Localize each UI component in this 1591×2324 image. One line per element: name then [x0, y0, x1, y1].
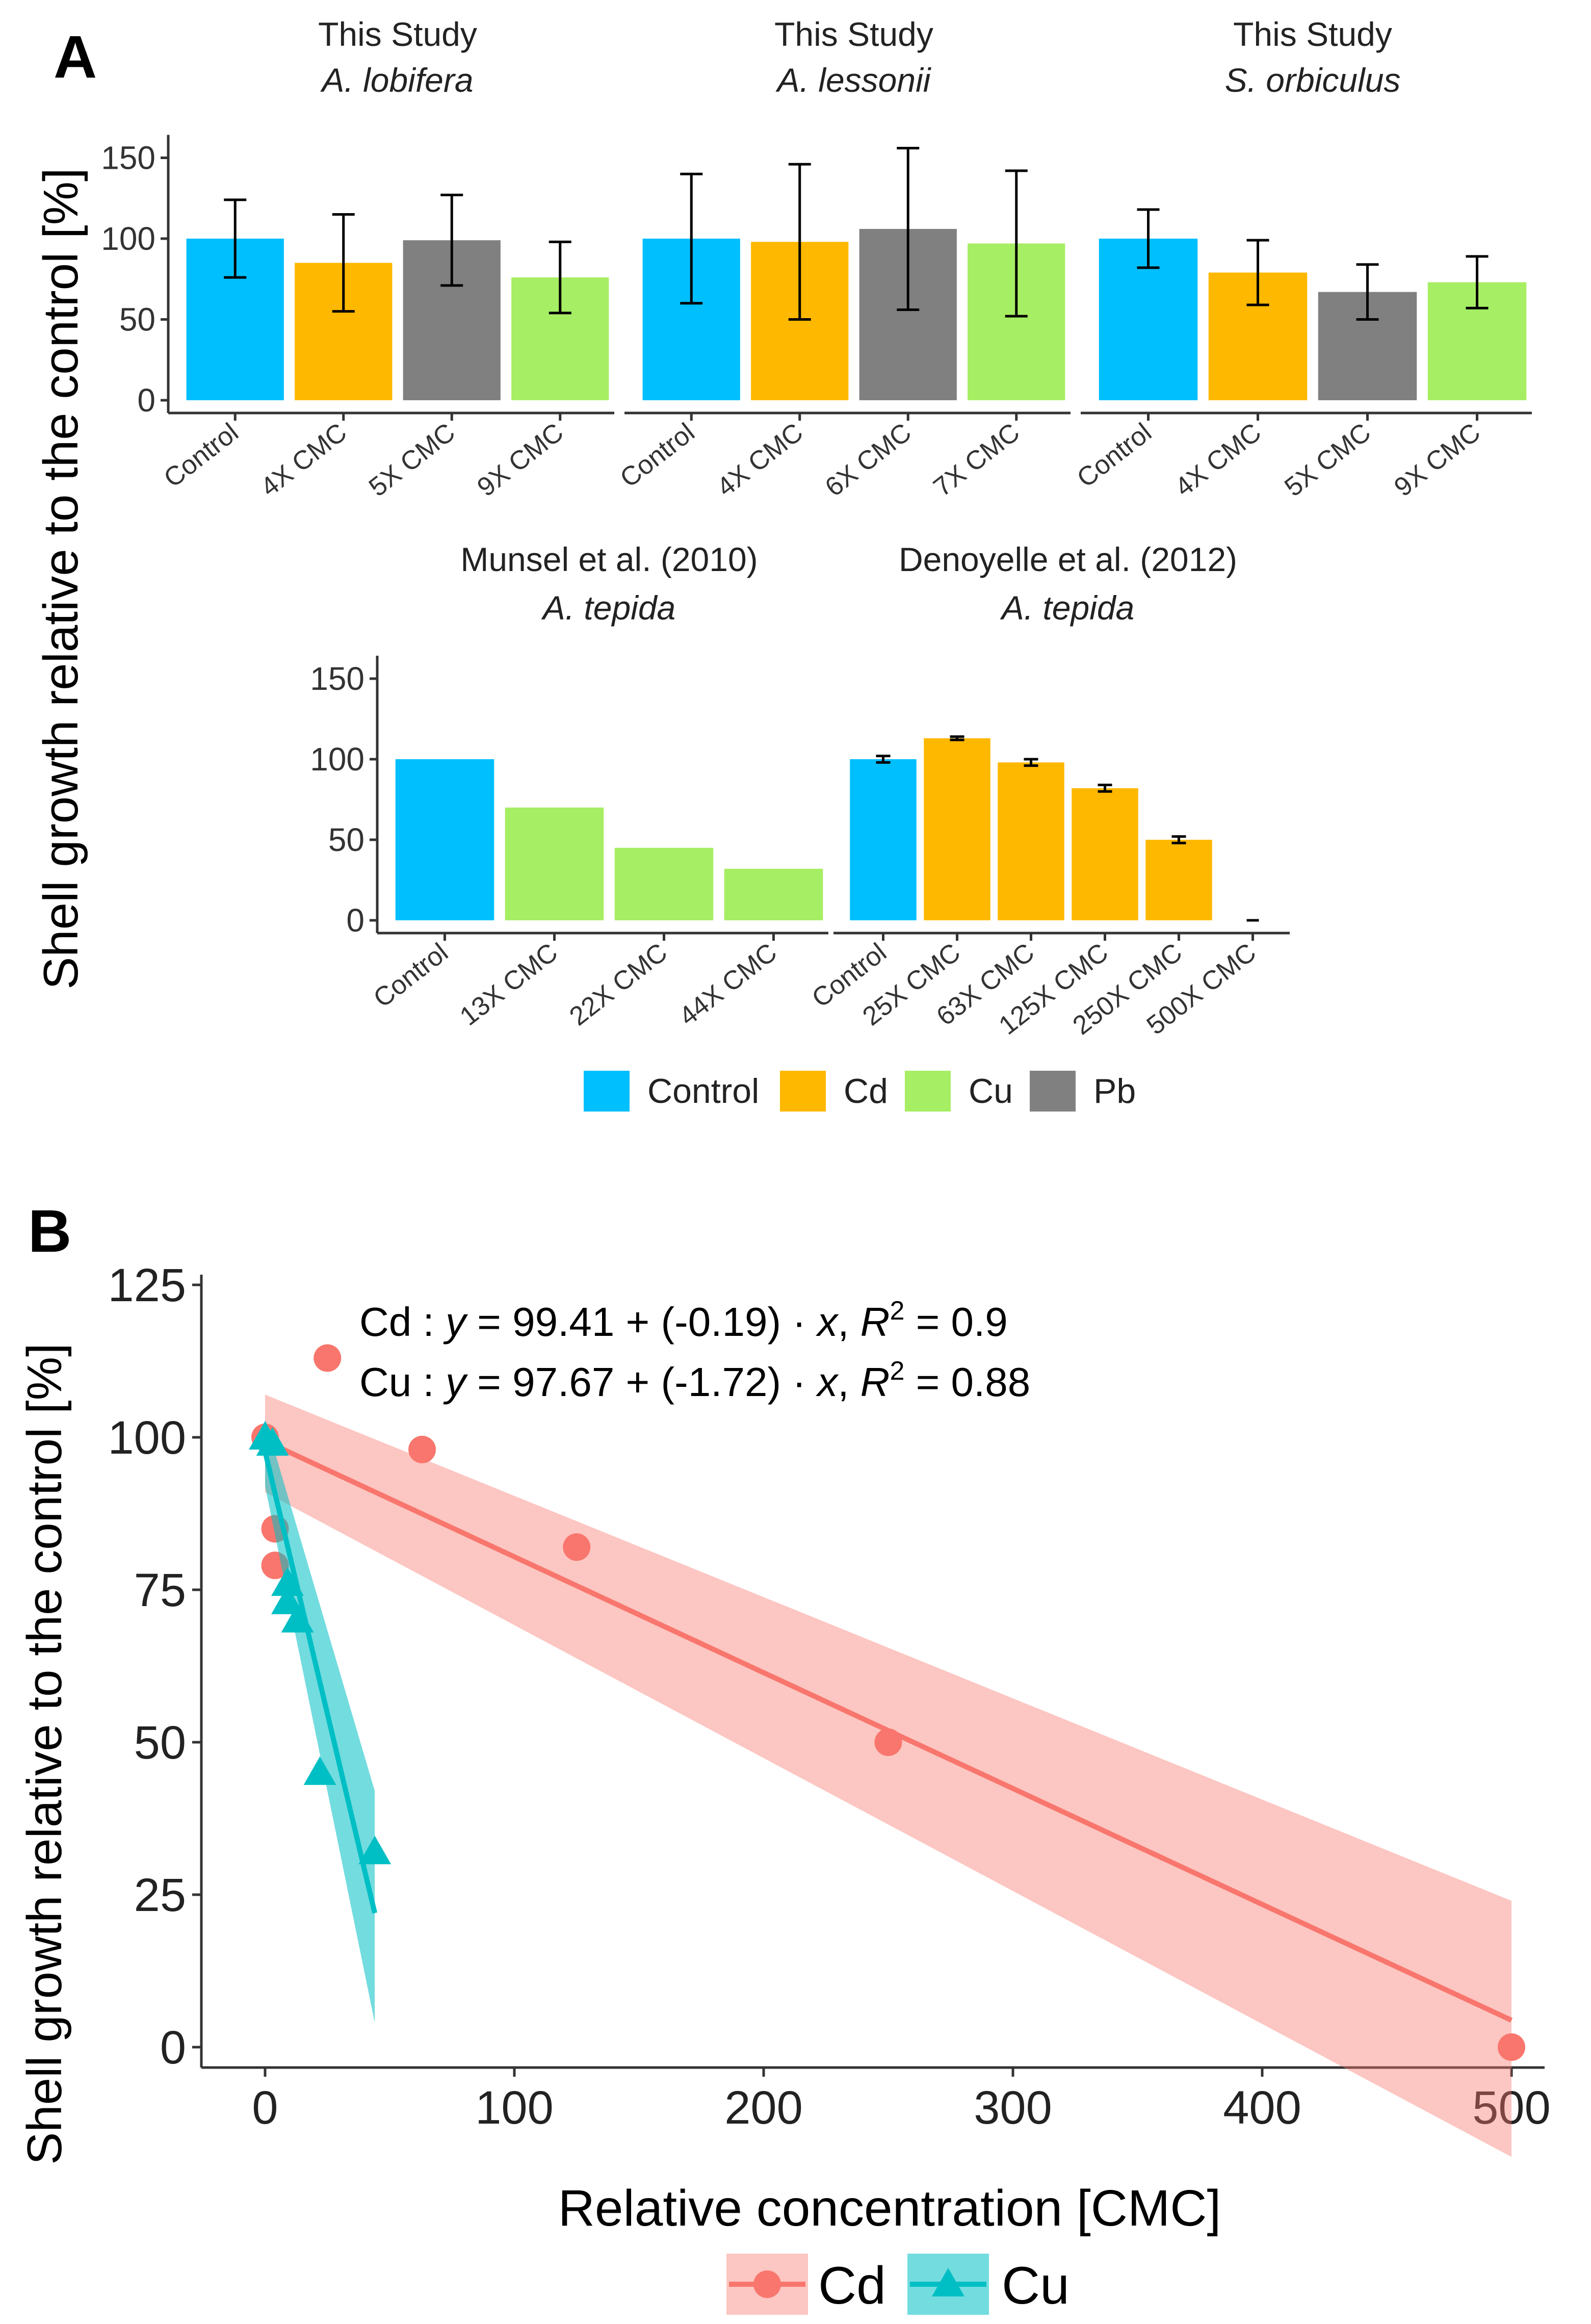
error-bar — [680, 172, 703, 305]
y-tick-label: 0 — [137, 382, 155, 419]
x-tick-label: 100 — [475, 2082, 554, 2134]
equation-cu: Cu : y = 97.67 + (-1.72) · x, R2 = 0.88 — [359, 1356, 1030, 1405]
legend-label-cd: Cd — [818, 2256, 886, 2315]
bar-panel-denoyelle: Denoyelle et al. (2012)A. tepidaControl2… — [806, 540, 1290, 1041]
bar-13x-cmc — [505, 807, 604, 920]
panel-a-label: A — [54, 23, 97, 91]
x-tick-label: 0 — [252, 2082, 278, 2134]
legend-marker-cd — [753, 2270, 781, 2298]
y-tick-label: 25 — [134, 1869, 186, 1921]
panel-b-y-axis-label: Shell growth relative to the control [%] — [17, 1343, 72, 2164]
bar-250x-cmc — [1145, 840, 1212, 920]
legend-swatch-cd — [780, 1071, 826, 1112]
panel-species: A. tepida — [541, 589, 676, 627]
data-point-cd — [314, 1344, 342, 1372]
bar-63x-cmc — [998, 762, 1064, 920]
y-tick-label: 100 — [310, 741, 364, 778]
panel-b-label: B — [28, 1198, 71, 1265]
series-cd — [251, 1344, 1525, 2157]
error-bar — [224, 198, 247, 279]
panel-a-y-axis-label: Shell growth relative to the control [%] — [34, 168, 88, 989]
panel-title: This Study — [774, 15, 933, 53]
legend-label-cd: Cd — [844, 1072, 888, 1111]
bar-control — [395, 759, 494, 920]
panel-title: Munsel et al. (2010) — [460, 540, 758, 578]
data-point-cu — [271, 1585, 304, 1614]
y-tick-label: 100 — [101, 220, 155, 257]
bar-control — [850, 759, 917, 920]
bar-22x-cmc — [614, 847, 714, 920]
series-cu — [249, 1419, 392, 2023]
error-bar — [1098, 784, 1112, 793]
panel-b-legend: Cd Cu — [726, 2254, 1070, 2315]
x-tick-label: 400 — [1223, 2082, 1301, 2134]
legend-marker-cu — [932, 2268, 964, 2296]
panel-species: A. lobifera — [320, 61, 473, 99]
panel-title: This Study — [318, 15, 477, 53]
panel-species: A. lessonii — [775, 61, 932, 99]
y-tick-label: 125 — [108, 1259, 187, 1311]
error-bar — [1005, 169, 1028, 318]
data-point-cu — [303, 1756, 336, 1785]
panel-title: Denoyelle et al. (2012) — [899, 540, 1237, 578]
legend-label-cu: Cu — [1002, 2256, 1070, 2315]
panel-b-regression-plot: 0 25 50 75 100 125 0 100 200 300 400 500 Relative co… — [108, 1259, 1551, 2237]
y-tick-label: 50 — [119, 301, 155, 338]
error-bar — [897, 146, 920, 311]
error-bar — [1356, 263, 1379, 321]
legend-label-control: Control — [647, 1072, 759, 1111]
data-point-cd — [563, 1533, 591, 1561]
error-bar — [1137, 208, 1160, 269]
error-bar — [1466, 255, 1489, 309]
data-point-cu — [281, 1604, 314, 1633]
error-bar — [440, 193, 463, 287]
legend-swatch-control — [584, 1071, 630, 1112]
data-point-cu — [256, 1427, 289, 1456]
y-tick-label: 50 — [134, 1717, 186, 1769]
regression-line-cu — [263, 1451, 378, 1914]
y-tick-label: 0 — [160, 2022, 186, 2074]
data-point-cu — [271, 1567, 304, 1596]
data-point-cd — [1498, 2033, 1525, 2061]
error-bar — [876, 755, 891, 764]
y-tick-label: 150 — [101, 140, 155, 176]
error-bar — [1024, 758, 1038, 767]
x-tick-label: 200 — [724, 2082, 803, 2134]
legend-label-pb: Pb — [1093, 1072, 1136, 1111]
y-tick-label: 50 — [328, 821, 364, 858]
panel-species: A. tepida — [1000, 589, 1135, 627]
error-bar — [788, 163, 811, 321]
data-point-cu — [358, 1836, 392, 1865]
error-bar — [1171, 835, 1186, 844]
legend-label-cu: Cu — [969, 1072, 1013, 1111]
y-tick-label: 75 — [134, 1564, 186, 1616]
bar-25x-cmc — [924, 738, 990, 920]
error-bar — [1246, 239, 1269, 306]
bar-125x-cmc — [1072, 788, 1138, 920]
x-tick-label: 300 — [974, 2082, 1052, 2134]
bar-44x-cmc — [724, 868, 823, 920]
equation-cd: Cd : y = 99.41 + (-0.19) · x, R2 = 0.9 — [359, 1296, 1008, 1345]
y-tick-label: 0 — [346, 902, 364, 939]
y-tick-label: 100 — [108, 1412, 187, 1464]
panel-a-legend: Control Cd Cu Pb — [584, 1071, 1136, 1112]
panel-species: S. orbiculus — [1225, 61, 1401, 99]
y-tick-label: 150 — [310, 660, 364, 697]
legend-swatch-pb — [1030, 1071, 1076, 1112]
error-bar — [332, 213, 355, 313]
x-tick-label: 500 — [1472, 2082, 1551, 2134]
error-bar — [950, 735, 964, 741]
legend-swatch-cu — [905, 1071, 951, 1112]
regression-equations: Cd : y = 99.41 + (-0.19) · x, R2 = 0.9 Cu… — [359, 1296, 1030, 1405]
data-point-cd — [408, 1435, 436, 1463]
panel-title: This Study — [1233, 15, 1392, 53]
error-bar — [549, 240, 571, 315]
data-point-cd — [874, 1728, 902, 1756]
x-axis-label: Relative concentration [CMC] — [558, 2180, 1221, 2237]
